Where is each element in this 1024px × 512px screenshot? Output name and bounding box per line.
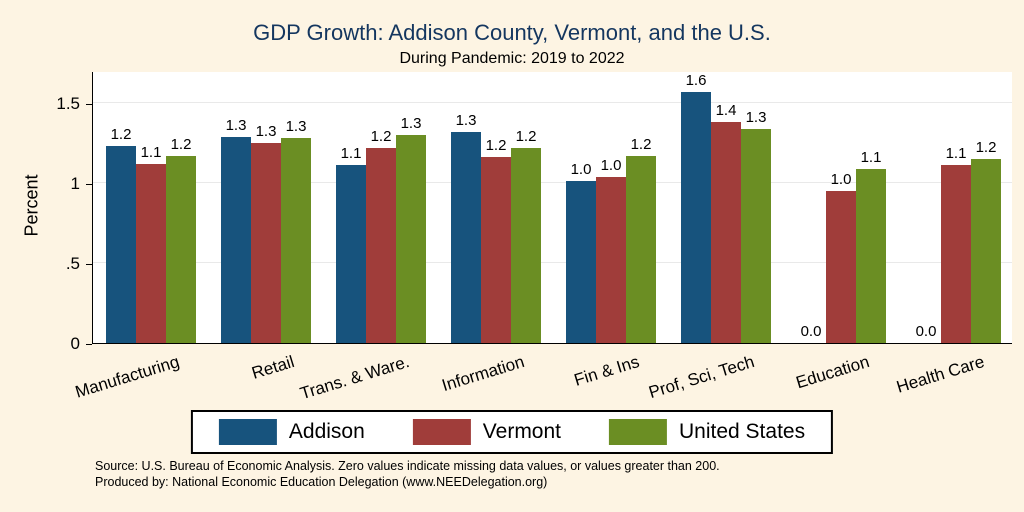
bar-value-label: 1.3 — [285, 118, 307, 135]
bar-value-label: 1.2 — [170, 136, 192, 153]
gridlines — [93, 72, 1012, 343]
bar-value-label: 1.3 — [745, 109, 767, 126]
bar-united-states-0 — [166, 156, 196, 343]
bar-vermont-5 — [711, 122, 741, 343]
bar-value-label: 1.2 — [515, 128, 537, 145]
bar-vermont-4 — [596, 177, 626, 343]
chart-title: GDP Growth: Addison County, Vermont, and… — [253, 20, 771, 45]
bar-value-label: 1.3 — [400, 115, 422, 132]
x-axis-labels: Manufacturing Retail Trans. & Ware. Informa… — [0, 348, 1024, 410]
bar-value-label: 1.2 — [630, 136, 652, 153]
bar-value-label: 1.1 — [140, 144, 162, 161]
legend-swatch-addison — [218, 419, 277, 445]
y-tick-mark — [86, 104, 92, 105]
legend-item-addison: Addison — [218, 419, 365, 445]
bar-vermont-1 — [251, 143, 281, 343]
legend-label-vermont: Vermont — [482, 420, 562, 443]
bar-addison-3 — [451, 132, 481, 343]
bar-value-label: 1.3 — [255, 123, 277, 140]
legend-swatch-vermont — [412, 419, 471, 445]
chart-subtitle: During Pandemic: 2019 to 2022 — [399, 50, 625, 67]
bar-value-label: 0.0 — [800, 323, 822, 340]
legend-item-united-states: United States — [609, 419, 805, 445]
legend: Addison Vermont United States — [190, 410, 834, 454]
bar-vermont-0 — [136, 164, 166, 343]
bar-united-states-1 — [281, 138, 311, 343]
produced-by-note: Produced by: National Economic Education… — [95, 475, 548, 489]
bar-value-label: 0.0 — [915, 323, 937, 340]
y-tick-label: 0 — [70, 334, 80, 353]
bar-addison-5 — [681, 92, 711, 343]
y-axis-label: Percent — [21, 174, 42, 237]
bar-united-states-5 — [741, 129, 771, 343]
bar-addison-1 — [221, 137, 251, 343]
bar-united-states-2 — [396, 135, 426, 343]
y-tick-label: 1 — [70, 174, 80, 193]
gridline-1.5 — [93, 102, 1012, 103]
bar-vermont-3 — [481, 157, 511, 343]
bar-value-label: 1.3 — [455, 112, 477, 129]
legend-item-vermont: Vermont — [412, 419, 562, 445]
bar-value-label: 1.0 — [570, 161, 592, 178]
source-note: Source: U.S. Bureau of Economic Analysis… — [95, 459, 720, 473]
bar-united-states-6 — [856, 169, 886, 343]
bar-united-states-3 — [511, 148, 541, 343]
bar-value-label: 1.2 — [110, 126, 132, 143]
y-tick-label: .5 — [65, 254, 80, 273]
y-tick-label: 1.5 — [56, 94, 80, 113]
bar-value-label: 1.2 — [975, 139, 997, 156]
bar-united-states-4 — [626, 156, 656, 343]
legend-label-united-states: United States — [679, 420, 806, 443]
bars-layer: 1.2 1.1 1.2 1.3 1.3 1.3 1.1 1.2 1.3 1.3 1.2 1.2 1.0 1… — [93, 72, 1012, 343]
gridline-.5 — [93, 262, 1012, 263]
legend-swatch-united-states — [609, 419, 668, 445]
bar-value-label: 1.1 — [945, 145, 967, 162]
y-tick-mark — [86, 184, 92, 185]
bar-united-states-7 — [971, 159, 1001, 343]
bar-vermont-2 — [366, 148, 396, 343]
bar-value-label: 1.1 — [860, 149, 882, 166]
plot-area: 1.2 1.1 1.2 1.3 1.3 1.3 1.1 1.2 1.3 1.3 1.2 1.2 1.0 1… — [92, 72, 1012, 344]
bar-addison-4 — [566, 181, 596, 343]
y-tick-mark — [86, 344, 92, 345]
bar-vermont-7 — [941, 165, 971, 343]
bar-value-label: 1.0 — [600, 157, 622, 174]
bar-value-label: 1.3 — [225, 117, 247, 134]
gridline-1 — [93, 182, 1012, 183]
bar-value-label: 1.4 — [715, 102, 737, 119]
source-notes: Source: U.S. Bureau of Economic Analysis… — [95, 458, 720, 490]
bar-value-label: 1.2 — [370, 128, 392, 145]
bar-value-label: 1.2 — [485, 137, 507, 154]
bar-addison-0 — [106, 146, 136, 343]
bar-value-label: 1.0 — [830, 171, 852, 188]
bar-value-label: 1.1 — [340, 145, 362, 162]
legend-label-addison: Addison — [288, 420, 365, 443]
bar-vermont-6 — [826, 191, 856, 343]
bar-value-label: 1.6 — [685, 72, 707, 89]
y-tick-mark — [86, 264, 92, 265]
bar-addison-2 — [336, 165, 366, 343]
